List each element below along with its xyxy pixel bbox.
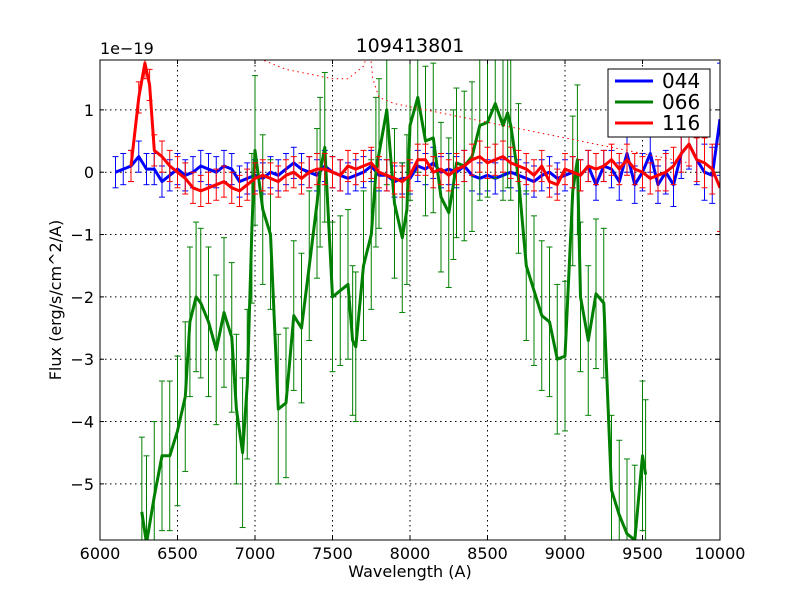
series-line-116 xyxy=(129,61,720,193)
y-offset-label: 1e−19 xyxy=(100,39,154,58)
y-tick-label: −4 xyxy=(70,413,94,432)
series-line-066 xyxy=(140,95,648,540)
x-tick-label: 9000 xyxy=(545,544,586,563)
x-tick-label: 8000 xyxy=(390,544,431,563)
legend: 044 066 116 xyxy=(607,68,711,138)
x-axis-label: Wavelength (A) xyxy=(348,562,471,581)
y-tick-label: −5 xyxy=(70,475,94,494)
x-tick-label: 7000 xyxy=(235,544,276,563)
y-axis-label: Flux (erg/s/cm^2/A) xyxy=(46,220,65,381)
legend-label-116: 116 xyxy=(662,111,700,135)
y-tick-label: −2 xyxy=(70,288,94,307)
x-tick-label: 9500 xyxy=(622,544,663,563)
ticks: 6000 6500 7000 7500 8000 8500 9000 9500 10000 1 0 −… xyxy=(70,60,745,563)
x-tick-label: 10000 xyxy=(695,544,746,563)
x-tick-label: 8500 xyxy=(467,544,508,563)
x-tick-label: 6500 xyxy=(157,544,198,563)
y-tick-label: 0 xyxy=(84,163,94,182)
x-tick-label: 7500 xyxy=(312,544,353,563)
x-tick-label: 6000 xyxy=(80,544,121,563)
y-tick-label: −3 xyxy=(70,350,94,369)
data-layer xyxy=(112,60,720,540)
legend-label-044: 044 xyxy=(662,69,700,93)
y-tick-label: 1 xyxy=(84,101,94,120)
chart-title: 109413801 xyxy=(356,35,465,57)
legend-label-066: 066 xyxy=(662,90,700,114)
y-tick-label: −1 xyxy=(70,226,94,245)
